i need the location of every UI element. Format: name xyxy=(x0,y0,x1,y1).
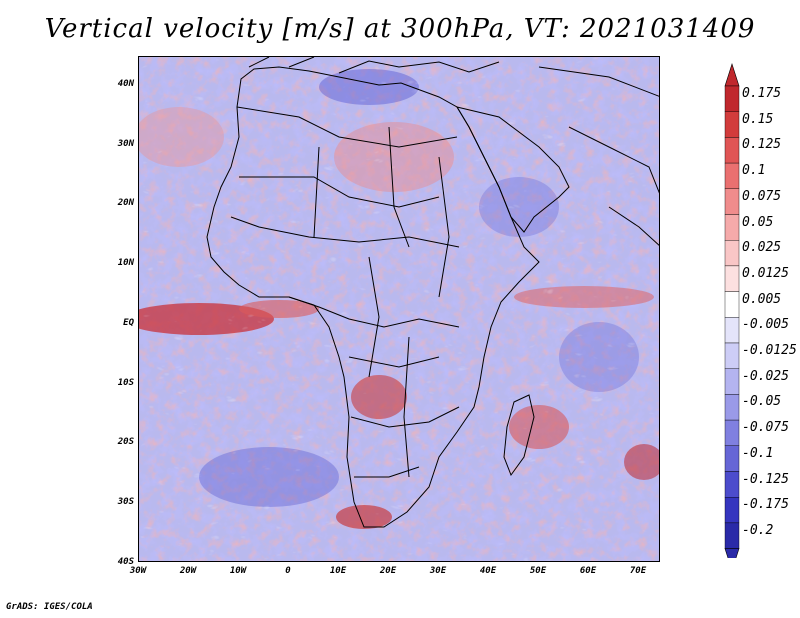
colorbar-tick-label: -0.025 xyxy=(742,368,789,384)
grads-credit: GrADS: IGES/COLA xyxy=(6,602,93,612)
colorbar-cell xyxy=(724,419,740,447)
lat-label-10s: 10S xyxy=(117,378,134,388)
lon-label-70e: 70E xyxy=(629,566,647,576)
colorbar-cell xyxy=(724,394,740,421)
colorbar-tick-label: -0.2 xyxy=(742,522,774,538)
lon-label-50e: 50E xyxy=(529,566,547,576)
lat-label-30n: 30N xyxy=(117,139,134,149)
colorbar-tick-label: 0.0125 xyxy=(742,265,789,281)
colorbar-cell xyxy=(724,85,740,112)
lon-label-30e: 30E xyxy=(429,566,447,576)
colorbar-tick-label: 0.05 xyxy=(742,214,774,230)
africa-coastline xyxy=(206,66,540,528)
lon-label-10w: 10W xyxy=(229,566,247,576)
colorbar-tick-label: 0.15 xyxy=(742,111,774,127)
colorbar-cell xyxy=(724,522,740,549)
colorbar-tick-label: 0.125 xyxy=(742,137,782,153)
lat-label-40s: 40S xyxy=(117,557,134,567)
lon-label-20w: 20W xyxy=(179,566,197,576)
lat-label-30s: 30S xyxy=(117,497,134,507)
colorbar-cell xyxy=(724,497,740,524)
lon-label-30w: 30W xyxy=(129,566,147,576)
europe-coastline xyxy=(248,57,500,74)
arabian-peninsula-coastline xyxy=(455,106,570,233)
lon-label-0: 0 xyxy=(285,566,291,576)
colorbar-tick-label: 0.175 xyxy=(742,86,782,101)
national-borders xyxy=(230,106,460,478)
lon-label-40e: 40E xyxy=(479,566,497,576)
lon-label-20e: 20E xyxy=(379,566,397,576)
velocity-field-map xyxy=(139,57,659,561)
colorbar-cell xyxy=(724,239,740,267)
lat-label-40n: 40N xyxy=(117,79,134,89)
colorbar-cell xyxy=(724,445,740,472)
colorbar-cell xyxy=(724,342,740,369)
colorbar-tick-label: -0.0125 xyxy=(742,343,797,358)
colorbar-min-arrow xyxy=(724,548,740,558)
lat-label-20n: 20N xyxy=(117,198,134,208)
lon-label-10e: 10E xyxy=(329,566,347,576)
colorbar-cell xyxy=(724,291,740,318)
internal-borders xyxy=(313,126,450,478)
colorbar-tick-label: 0.005 xyxy=(742,291,782,307)
colorbar-cell xyxy=(724,137,740,164)
colorbar-tick-label: -0.005 xyxy=(742,317,789,333)
colorbar-cell xyxy=(724,317,740,344)
madagascar-coastline xyxy=(503,394,535,477)
lat-label-10n: 10N xyxy=(117,258,134,268)
colorbar xyxy=(724,63,740,558)
colorbar-cell xyxy=(724,368,740,395)
lat-label-eq: EQ xyxy=(123,318,134,328)
colorbar-tick-label: -0.125 xyxy=(742,471,789,487)
colorbar-max-arrow xyxy=(724,63,740,87)
coastlines xyxy=(206,57,659,528)
lat-label-20s: 20S xyxy=(117,437,134,447)
colorbar-tick-label: -0.075 xyxy=(742,420,789,436)
colorbar-cell xyxy=(724,214,740,241)
colorbar-tick-label: -0.175 xyxy=(742,497,789,513)
colorbar-cell xyxy=(724,162,740,189)
colorbar-cell xyxy=(724,188,740,215)
colorbar-tick-label: 0.025 xyxy=(742,240,782,256)
colorbar-cell xyxy=(724,111,740,138)
colorbar-tick-label: -0.05 xyxy=(742,394,782,410)
asia-coastline xyxy=(538,66,659,246)
colorbar-tick-label: 0.1 xyxy=(742,163,766,179)
lon-label-60e: 60E xyxy=(579,566,597,576)
field-white-streaks xyxy=(139,57,659,561)
colorbar-tick-label: -0.1 xyxy=(742,445,774,461)
map-panel xyxy=(138,56,660,562)
chart-title: Vertical velocity [m/s] at 300hPa, VT: 2… xyxy=(44,14,756,44)
colorbar-cell xyxy=(724,265,740,292)
colorbar-tick-label: 0.075 xyxy=(742,188,782,204)
colorbar-cell xyxy=(724,471,740,498)
